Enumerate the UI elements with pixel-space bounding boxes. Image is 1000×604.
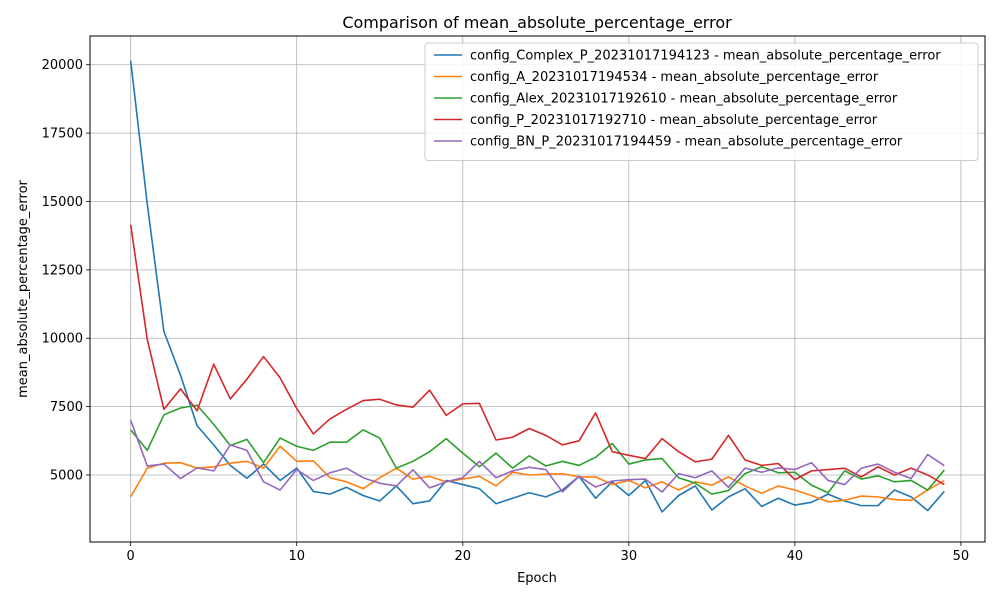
- y-axis-label: mean_absolute_percentage_error: [16, 179, 31, 397]
- series-line-1: [129, 60, 945, 513]
- legend-label: config_Complex_P_20231017194123 - mean_a…: [470, 49, 941, 64]
- legend-label: config_P_20231017192710 - mean_absolute_…: [470, 113, 878, 128]
- y-axis-ticks: 5000 7500 10000 12500 15000 17500 20000: [42, 58, 90, 483]
- x-axis-ticks: 0 10 20 30 40 50: [127, 542, 970, 564]
- series-line-5: [129, 420, 945, 493]
- y-tick-label: 20000: [42, 58, 83, 73]
- y-tick-label: 15000: [42, 195, 83, 210]
- x-tick-label: 10: [288, 549, 305, 564]
- series-line-2: [129, 445, 945, 503]
- series-lines: [129, 60, 945, 513]
- y-tick-label: 10000: [42, 332, 83, 347]
- series-line-4: [129, 224, 945, 486]
- series-line-3: [130, 404, 945, 495]
- legend-box: [424, 42, 979, 161]
- legend: config_Complex_P_20231017194123 - mean_a…: [424, 42, 979, 161]
- y-tick-label: 5000: [50, 468, 83, 483]
- legend-label: config_BN_P_20231017194459 - mean_absolu…: [470, 135, 903, 150]
- legend-label: config_A_20231017194534 - mean_absolute_…: [470, 70, 879, 85]
- y-tick-label: 12500: [42, 263, 83, 278]
- y-tick-label: 7500: [50, 400, 83, 415]
- x-axis-label: Epoch: [517, 571, 557, 586]
- y-tick-label: 17500: [42, 127, 83, 142]
- x-tick-label: 20: [455, 549, 472, 564]
- chart-title: Comparison of mean_absolute_percentage_e…: [342, 13, 732, 33]
- plot-area-frame: [89, 35, 986, 543]
- x-tick-label: 0: [127, 549, 135, 564]
- legend-label: config_Alex_20231017192610 - mean_absolu…: [470, 92, 898, 107]
- x-tick-label: 30: [621, 549, 638, 564]
- x-tick-label: 40: [787, 549, 804, 564]
- x-tick-label: 50: [953, 549, 970, 564]
